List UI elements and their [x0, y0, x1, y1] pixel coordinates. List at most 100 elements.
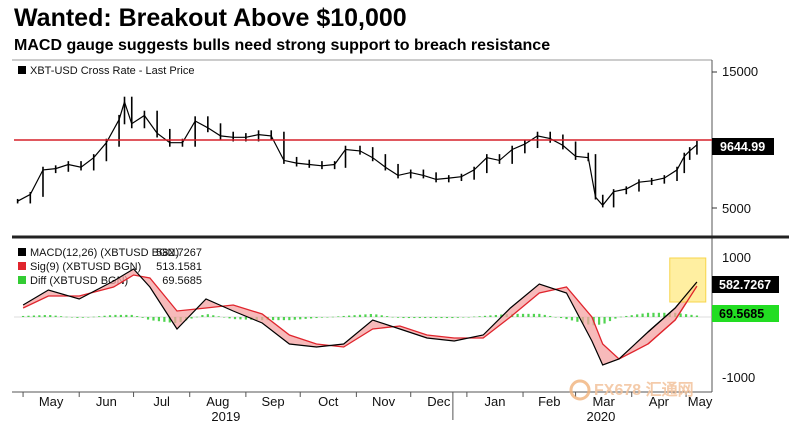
x-tick-label: Jul	[153, 394, 170, 409]
diff-bar	[445, 317, 449, 319]
diff-bar	[293, 317, 296, 320]
diff-bar	[206, 314, 209, 317]
diff-bar	[646, 312, 650, 317]
diff-bar	[54, 315, 57, 317]
legend-swatch-signal	[18, 262, 26, 270]
diff-bar	[108, 315, 112, 317]
diff-bar	[190, 317, 193, 319]
diff-bar	[598, 317, 601, 325]
macd-line	[22, 268, 698, 366]
diff-bar	[407, 317, 411, 319]
diff-bar	[228, 317, 231, 319]
legend-label-diff: Diff (XBTUSD BGN)	[30, 275, 128, 287]
x-tick-label: May	[688, 394, 713, 409]
price-y-tick: 5000	[722, 201, 751, 216]
diff-bar	[402, 317, 405, 319]
diff-bar	[500, 314, 503, 317]
x-tick-label: May	[39, 394, 64, 409]
diff-bar	[337, 316, 340, 317]
diff-bar	[396, 317, 400, 318]
legend-value-signal: 513.1581	[156, 261, 202, 273]
diff-bar	[320, 317, 324, 318]
diff-bar	[559, 317, 563, 319]
diff-bar	[233, 317, 237, 320]
diff-bar	[532, 313, 536, 317]
diff-bar	[223, 317, 226, 318]
diff-bar	[641, 313, 644, 317]
diff-bar	[516, 313, 519, 317]
diff-bar	[146, 317, 150, 320]
diff-bar	[462, 317, 465, 318]
diff-bar	[478, 316, 481, 317]
diff-bar	[538, 313, 541, 317]
x-tick-label: Nov	[372, 394, 396, 409]
diff-bar	[168, 317, 171, 323]
diff-bar	[21, 315, 25, 317]
diff-bar	[304, 317, 307, 319]
diff-bar	[690, 314, 693, 317]
diff-bar	[679, 313, 682, 317]
diff-bar	[87, 317, 90, 318]
diff-bar	[364, 314, 367, 317]
watermark-text: FX678 汇通网	[594, 381, 694, 399]
diff-bar	[103, 315, 106, 317]
diff-bar	[130, 314, 133, 317]
diff-bar	[282, 317, 286, 321]
diff-bar	[348, 315, 351, 317]
diff-bar	[527, 313, 530, 317]
diff-bar	[315, 317, 318, 319]
legend-label-signal: Sig(9) (XBTUSD BGN)	[30, 261, 141, 273]
diff-bar	[212, 315, 215, 317]
diff-bar	[494, 314, 497, 317]
diff-bar	[652, 312, 655, 317]
x-tick-label: Sep	[261, 394, 284, 409]
x-axis-labels: May Jun Jul Aug Sep Oct Nov Dec Jan Feb Mar Apr May 2…	[22, 392, 713, 424]
diff-bar	[543, 314, 546, 317]
legend-label-macd: MACD(12,26) (XBTUSD BGN)	[30, 247, 179, 259]
diff-bar	[201, 315, 204, 317]
diff-bar	[331, 316, 334, 318]
macd-last-value-text: 582.7267	[719, 278, 771, 292]
diff-bar	[391, 316, 394, 318]
diff-bar	[342, 315, 345, 317]
diff-bar	[418, 317, 421, 319]
chart-title: Wanted: Breakout Above $10,000	[14, 4, 407, 32]
diff-bar	[152, 317, 155, 321]
diff-bar	[636, 314, 639, 317]
diff-bar	[429, 317, 432, 319]
diff-bar	[657, 312, 661, 317]
diff-bar	[386, 316, 389, 317]
diff-bar	[195, 316, 199, 318]
macd-y-tick: -1000	[722, 370, 755, 385]
macd-line-tail	[647, 281, 698, 333]
diff-bar	[288, 317, 291, 321]
diff-bar	[619, 316, 622, 318]
diff-bar	[630, 315, 633, 317]
diff-bar	[608, 317, 612, 322]
x-tick-label: Mar	[592, 394, 615, 409]
diff-bar	[271, 317, 275, 321]
diff-bar	[695, 315, 699, 317]
price-line	[17, 99, 698, 207]
diff-bar	[299, 317, 302, 320]
diff-bar	[119, 314, 122, 317]
watermark-logo-icon	[569, 379, 591, 401]
diff-bar	[369, 313, 372, 317]
diff-bar	[413, 317, 416, 319]
diff-bar	[125, 314, 128, 317]
chart-subtitle: MACD gauge suggests bulls need strong su…	[14, 37, 551, 54]
x-tick-label: Apr	[649, 394, 670, 409]
diff-bar	[76, 317, 79, 318]
diff-bar	[353, 315, 356, 317]
diff-bar	[565, 317, 568, 320]
x-tick-label: Aug	[206, 394, 229, 409]
diff-bar	[576, 317, 579, 322]
diff-last-value-flag	[712, 305, 779, 322]
x-tick-label: Oct	[318, 394, 339, 409]
diff-bar	[239, 317, 242, 320]
diff-bar	[136, 316, 139, 317]
diff-bar	[81, 317, 84, 318]
diff-bar	[32, 315, 36, 317]
diff-bar	[473, 316, 476, 318]
diff-bar	[684, 314, 688, 317]
